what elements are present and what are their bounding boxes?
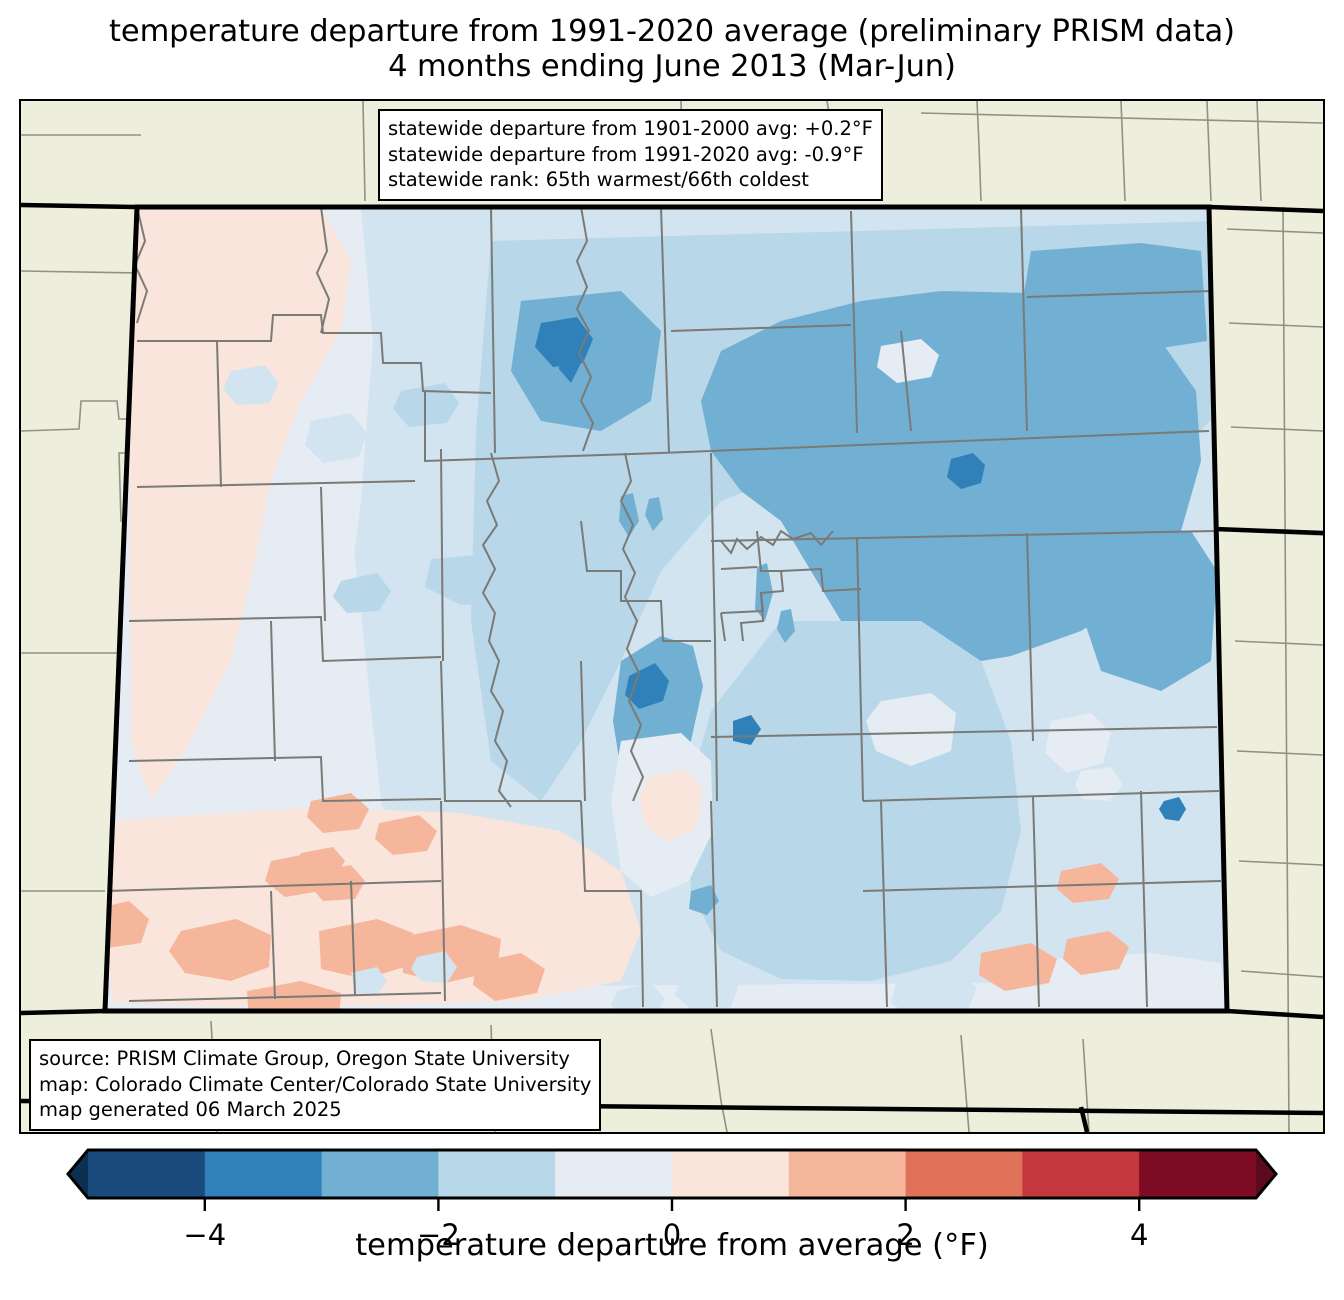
colorbar-ticks: −4 −2 0 2 4 [183,1198,1148,1252]
temperature-field [105,207,1227,1011]
source-credits-box: source: PRISM Climate Group, Oregon Stat… [29,1039,602,1132]
stats-line-2: statewide departure from 1991-2020 avg: … [388,142,864,166]
source-line-1: source: PRISM Climate Group, Oregon Stat… [39,1047,570,1070]
colorbar-extend-low [68,1150,88,1198]
colorbar-tick-label: −2 [417,1218,460,1252]
colorbar-band [1139,1150,1257,1198]
page-title: temperature departure from 1991-2020 ave… [0,14,1344,85]
colorbar-tick-label: 2 [896,1218,914,1252]
colorbar-band [788,1150,907,1198]
colorbar-tick-label: 0 [663,1218,681,1252]
statewide-stats-box: statewide departure from 1901-2000 avg: … [378,109,883,202]
colorbar-outline [66,1148,1278,1200]
title-line-1: temperature departure from 1991-2020 ave… [109,14,1235,49]
colorbar-band [321,1150,439,1198]
colorbar-band [438,1150,556,1198]
colorbar-extend-high [1256,1150,1276,1198]
title-line-2: 4 months ending June 2013 (Mar-Jun) [388,49,956,85]
source-line-3: map generated 06 March 2025 [39,1098,342,1122]
colorbar-band [555,1150,673,1198]
colorbar-band [905,1150,1023,1198]
colorbar-bands [68,1150,1276,1198]
colorbar-band [88,1150,206,1198]
source-line-2: map: Colorado Climate Center/Colorado St… [39,1072,592,1096]
map-frame [19,99,1325,1134]
colorbar-tick-label: 4 [1130,1218,1148,1252]
colorbar-band [672,1150,790,1198]
colorbar-tick-label: −4 [183,1218,226,1252]
colorbar: −4 −2 0 2 4 [0,1140,1344,1300]
stats-line-3: statewide rank: 65th warmest/66th coldes… [388,168,809,192]
colorbar-band [204,1150,323,1198]
county-lines [105,207,1222,1008]
colorbar-band [1022,1150,1140,1198]
colorbar-axis-label: temperature departure from average (°F) [355,1228,989,1263]
colorbar-svg: −4 −2 0 2 4 [66,1148,1278,1252]
colorado-temperature-departure-map [21,101,1323,1132]
stats-line-1: statewide departure from 1901-2000 avg: … [388,117,873,140]
